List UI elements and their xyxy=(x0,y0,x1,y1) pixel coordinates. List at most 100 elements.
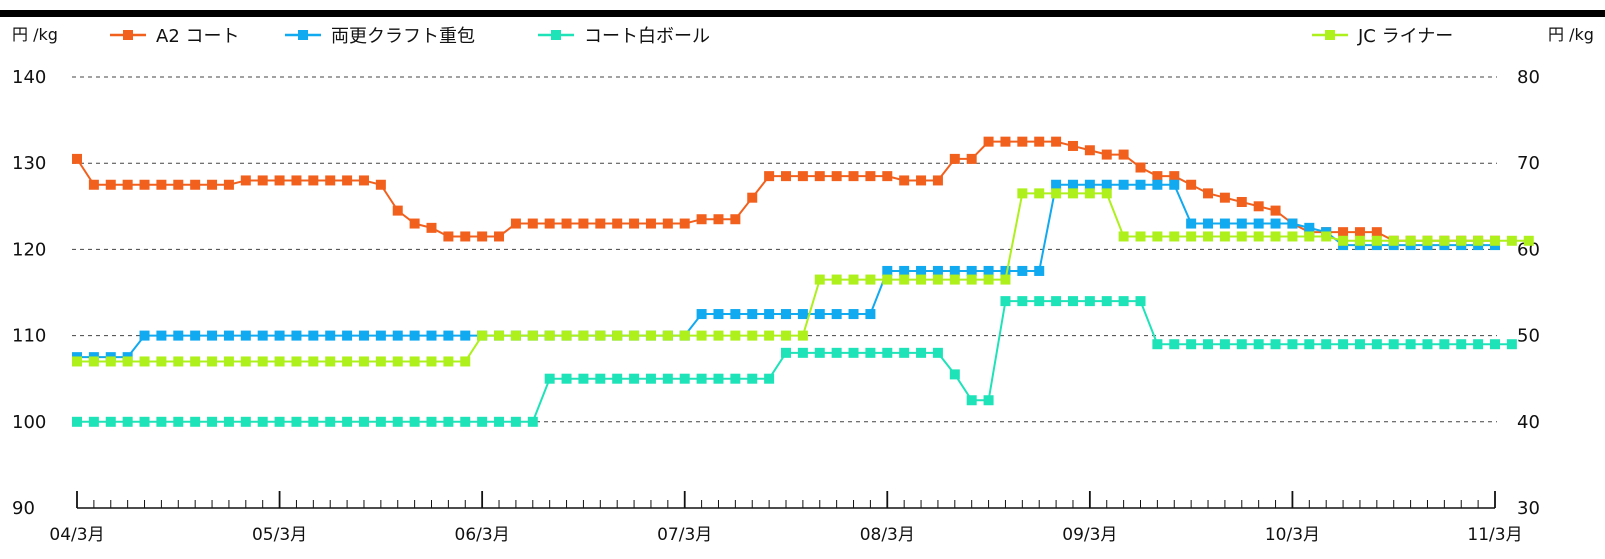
data-point xyxy=(1186,218,1197,229)
data-point xyxy=(764,309,775,320)
data-point xyxy=(764,330,775,341)
data-point xyxy=(1371,339,1382,350)
data-point xyxy=(443,416,454,427)
series-group xyxy=(72,296,1517,427)
x-tick-label: 10/3月 xyxy=(1265,525,1320,545)
data-point xyxy=(409,416,420,427)
data-point xyxy=(629,218,640,229)
data-point xyxy=(747,309,758,320)
data-point xyxy=(578,218,589,229)
data-point xyxy=(612,373,623,384)
data-point xyxy=(1067,140,1078,151)
data-point xyxy=(730,214,741,225)
data-point xyxy=(308,175,319,186)
data-point xyxy=(88,356,99,367)
data-point xyxy=(1017,136,1028,147)
series-group xyxy=(72,136,1500,246)
data-point xyxy=(1506,339,1517,350)
data-point xyxy=(544,330,555,341)
data-point xyxy=(392,356,403,367)
data-point xyxy=(1169,171,1180,182)
data-point xyxy=(966,265,977,276)
data-point xyxy=(848,347,859,358)
data-point xyxy=(105,179,116,190)
data-point xyxy=(1388,235,1399,246)
data-point xyxy=(1304,222,1315,233)
data-point xyxy=(713,214,724,225)
data-point xyxy=(325,330,336,341)
data-point xyxy=(1101,188,1112,199)
data-point xyxy=(1304,339,1315,350)
right-tick-label: 40 xyxy=(1517,412,1540,433)
data-point xyxy=(882,347,893,358)
left-tick-label: 110 xyxy=(12,326,46,347)
data-point xyxy=(1152,339,1163,350)
data-point xyxy=(713,309,724,320)
data-point xyxy=(1203,218,1214,229)
data-point xyxy=(932,175,943,186)
data-point xyxy=(426,416,437,427)
data-point xyxy=(612,330,623,341)
right-tick-label: 60 xyxy=(1517,239,1540,260)
data-point xyxy=(257,356,268,367)
data-point xyxy=(645,218,656,229)
data-point xyxy=(696,373,707,384)
data-point xyxy=(1270,339,1281,350)
data-point xyxy=(578,330,589,341)
data-point xyxy=(899,265,910,276)
data-point xyxy=(1219,192,1230,203)
top-border-bar xyxy=(0,10,1605,17)
data-point xyxy=(629,330,640,341)
data-point xyxy=(375,416,386,427)
data-point xyxy=(460,416,471,427)
data-point xyxy=(1253,231,1264,242)
data-point xyxy=(223,330,234,341)
data-point xyxy=(966,153,977,164)
data-point xyxy=(156,356,167,367)
data-point xyxy=(1304,231,1315,242)
data-point xyxy=(1034,188,1045,199)
data-point xyxy=(1067,179,1078,190)
data-point xyxy=(1270,205,1281,216)
data-point xyxy=(1354,339,1365,350)
data-point xyxy=(1084,145,1095,156)
data-point xyxy=(848,274,859,285)
data-point xyxy=(1186,231,1197,242)
left-tick-label: 120 xyxy=(12,239,46,260)
data-point xyxy=(173,416,184,427)
data-point xyxy=(1000,296,1011,307)
data-point xyxy=(240,356,251,367)
data-point xyxy=(595,330,606,341)
data-point xyxy=(223,416,234,427)
data-point xyxy=(1203,231,1214,242)
data-point xyxy=(358,175,369,186)
data-point xyxy=(207,416,218,427)
data-point xyxy=(1152,179,1163,190)
data-point xyxy=(1118,179,1129,190)
data-point xyxy=(679,373,690,384)
data-point xyxy=(865,309,876,320)
data-point xyxy=(983,136,994,147)
legend-marker xyxy=(551,30,561,40)
data-point xyxy=(1017,296,1028,307)
data-point xyxy=(1067,296,1078,307)
data-point xyxy=(240,416,251,427)
data-point xyxy=(882,274,893,285)
data-point xyxy=(1219,339,1230,350)
data-point xyxy=(747,373,758,384)
data-point xyxy=(578,373,589,384)
right-tick-label: 30 xyxy=(1517,498,1540,519)
data-point xyxy=(494,416,505,427)
x-tick-label: 11/3月 xyxy=(1467,525,1522,545)
data-point xyxy=(1354,227,1365,238)
data-point xyxy=(983,265,994,276)
data-point xyxy=(223,179,234,190)
data-point xyxy=(325,356,336,367)
data-point xyxy=(662,218,673,229)
data-point xyxy=(342,330,353,341)
data-point xyxy=(139,330,150,341)
data-point xyxy=(932,265,943,276)
data-point xyxy=(797,171,808,182)
data-point xyxy=(814,274,825,285)
data-point xyxy=(1321,339,1332,350)
